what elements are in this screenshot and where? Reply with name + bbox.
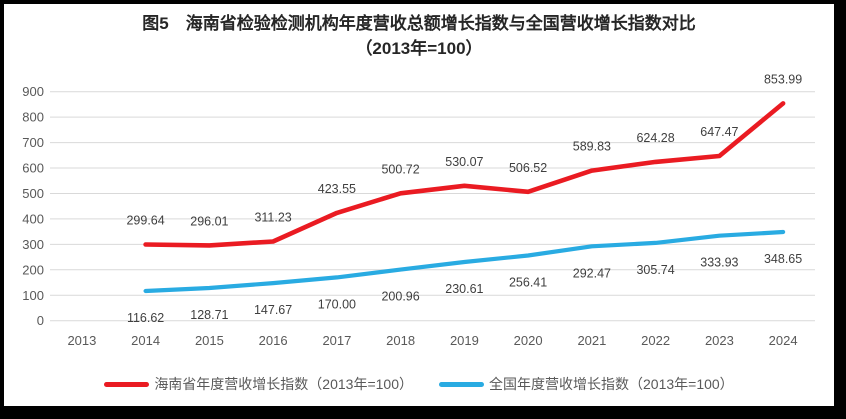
svg-text:800: 800 xyxy=(22,110,44,125)
svg-text:147.67: 147.67 xyxy=(254,303,292,317)
svg-text:2024: 2024 xyxy=(769,333,798,348)
svg-text:2015: 2015 xyxy=(195,333,224,348)
svg-text:624.28: 624.28 xyxy=(636,131,674,145)
svg-text:256.41: 256.41 xyxy=(509,276,547,290)
x-axis-labels: 2013 2014 2015 2016 2017 2018 2019 2020 2021 2022… xyxy=(67,333,797,348)
line-chart: 0 100 200 300 400 500 600 700 800 900 2013 2014 2015… xyxy=(22,72,815,348)
svg-text:200.96: 200.96 xyxy=(381,290,419,304)
svg-text:2016: 2016 xyxy=(259,333,288,348)
legend-label-national: 全国年度营收增长指数（2013年=100） xyxy=(489,376,734,392)
legend-item-hainan: 海南省年度营收增长指数（2013年=100） xyxy=(104,374,413,394)
series-data-labels-1: 116.62 128.71 147.67 170.00 200.96 230.61 256.… xyxy=(127,252,802,325)
svg-text:900: 900 xyxy=(22,84,44,99)
svg-text:2017: 2017 xyxy=(322,333,351,348)
svg-text:2014: 2014 xyxy=(131,333,160,348)
svg-text:423.55: 423.55 xyxy=(318,182,356,196)
series-data-labels-0: 299.64 296.01 311.23 423.55 500.72 530.07 506.… xyxy=(126,72,802,228)
svg-text:348.65: 348.65 xyxy=(764,252,802,266)
svg-text:2020: 2020 xyxy=(514,333,543,348)
svg-text:311.23: 311.23 xyxy=(254,211,291,225)
svg-text:600: 600 xyxy=(22,161,44,176)
chart-title-line-1: 图5 海南省检验检测机构年度营收总额增长指数与全国营收增长指数对比 xyxy=(142,14,696,33)
series-line-1 xyxy=(143,229,786,294)
svg-text:400: 400 xyxy=(22,211,44,226)
chart-title: 图5 海南省检验检测机构年度营收总额增长指数与全国营收增长指数对比 （2013年… xyxy=(4,11,834,61)
national-line-swatch xyxy=(439,381,484,387)
svg-text:2018: 2018 xyxy=(386,333,415,348)
svg-text:589.83: 589.83 xyxy=(573,140,611,154)
svg-text:100: 100 xyxy=(22,288,44,303)
svg-text:530.07: 530.07 xyxy=(445,155,483,169)
svg-text:230.61: 230.61 xyxy=(445,282,483,296)
svg-text:500.72: 500.72 xyxy=(381,162,419,176)
svg-text:506.52: 506.52 xyxy=(509,161,547,175)
svg-text:2013: 2013 xyxy=(67,333,96,348)
svg-text:116.62: 116.62 xyxy=(127,311,164,325)
legend-item-national: 全国年度营收增长指数（2013年=100） xyxy=(439,374,734,394)
svg-text:2022: 2022 xyxy=(641,333,670,348)
svg-text:305.74: 305.74 xyxy=(636,263,674,277)
series-line-0 xyxy=(143,101,786,248)
svg-text:128.71: 128.71 xyxy=(190,308,228,322)
chart-canvas: 图5 海南省检验检测机构年度营收总额增长指数与全国营收增长指数对比 （2013年… xyxy=(4,4,834,406)
hainan-line-swatch xyxy=(104,381,150,387)
svg-text:0: 0 xyxy=(37,313,44,328)
svg-text:333.93: 333.93 xyxy=(700,256,738,270)
legend-label-hainan: 海南省年度营收增长指数（2013年=100） xyxy=(154,376,413,392)
svg-text:2019: 2019 xyxy=(450,333,479,348)
svg-text:647.47: 647.47 xyxy=(700,125,738,139)
svg-text:2023: 2023 xyxy=(705,333,734,348)
svg-text:292.47: 292.47 xyxy=(573,266,611,280)
svg-text:700: 700 xyxy=(22,135,44,150)
chart-legend: 海南省年度营收增长指数（2013年=100） 全国年度营收增长指数（2013年=… xyxy=(4,374,834,394)
chart-title-line-2: （2013年=100） xyxy=(355,39,483,58)
svg-text:2021: 2021 xyxy=(577,333,606,348)
svg-text:200: 200 xyxy=(22,262,44,277)
svg-text:300: 300 xyxy=(22,237,44,252)
svg-text:296.01: 296.01 xyxy=(190,214,228,228)
svg-text:500: 500 xyxy=(22,186,44,201)
svg-text:299.64: 299.64 xyxy=(126,214,164,228)
svg-text:853.99: 853.99 xyxy=(764,72,802,86)
y-axis-labels: 0 100 200 300 400 500 600 700 800 900 xyxy=(22,84,44,328)
svg-text:170.00: 170.00 xyxy=(318,297,356,311)
